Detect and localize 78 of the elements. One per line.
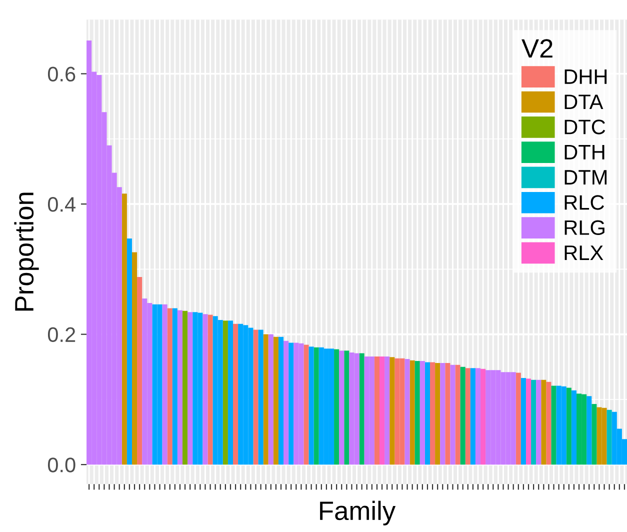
- y-tick-label: 0.0: [48, 458, 76, 472]
- bar: [430, 362, 436, 465]
- bar: [177, 310, 182, 465]
- bar: [465, 368, 470, 465]
- bar: [379, 356, 385, 465]
- bar: [450, 364, 456, 465]
- legend-label: DTC: [564, 120, 606, 134]
- bar: [531, 380, 536, 465]
- y-tick-label: 0.4: [48, 197, 76, 212]
- y-tick-label: 0.6: [48, 66, 76, 82]
- bar: [592, 404, 597, 465]
- bar: [520, 378, 526, 465]
- bar: [339, 350, 344, 465]
- bar: [284, 340, 289, 465]
- bar: [162, 304, 168, 465]
- bar: [268, 334, 274, 465]
- y-axis-title: Proportion: [14, 192, 39, 311]
- bar: [424, 362, 430, 465]
- bar: [414, 361, 420, 465]
- bar: [374, 356, 380, 465]
- x-axis-title: Family: [320, 500, 396, 526]
- legend-label: DHH: [564, 70, 607, 84]
- bar: [420, 361, 425, 465]
- bar: [344, 350, 350, 465]
- bar: [541, 380, 546, 465]
- bar: [137, 276, 142, 465]
- bar: [445, 362, 450, 465]
- bar: [390, 357, 395, 465]
- bar: [516, 372, 521, 465]
- bar: [440, 362, 446, 465]
- bar: [455, 364, 460, 465]
- bar: [314, 347, 319, 465]
- bar: [233, 324, 238, 465]
- legend-label: DTH: [564, 145, 604, 160]
- bar: [167, 308, 172, 465]
- bar: [475, 368, 481, 465]
- bar: [172, 308, 178, 465]
- bar: [404, 359, 410, 465]
- legend-title: V2: [522, 39, 552, 58]
- bar: [470, 368, 476, 465]
- bar: [263, 334, 268, 465]
- bar: [566, 388, 572, 465]
- bar: [480, 368, 486, 465]
- legend-label: DTM: [564, 170, 607, 184]
- bar: [132, 252, 138, 465]
- bar: [526, 378, 532, 465]
- bar: [546, 382, 552, 465]
- bar: [126, 238, 132, 465]
- bar: [359, 353, 364, 465]
- bar: [606, 410, 612, 465]
- y-tick-label: 0.2: [48, 327, 76, 342]
- bar: [308, 346, 314, 465]
- bar: [182, 310, 188, 465]
- bar: [222, 320, 228, 465]
- bar: [273, 336, 278, 465]
- bar: [122, 194, 127, 465]
- bar: [253, 330, 258, 465]
- bar: [228, 320, 234, 465]
- bar: [208, 314, 213, 465]
- bar: [460, 366, 466, 465]
- legend-label: DTA: [564, 94, 604, 110]
- bar: [551, 386, 556, 465]
- bar: [410, 360, 415, 465]
- bar: [258, 330, 264, 465]
- legend-label: RLC: [564, 195, 604, 210]
- bar: [384, 356, 390, 465]
- bar: [202, 314, 208, 465]
- legend-label: RLX: [564, 246, 604, 260]
- bar: [586, 396, 592, 465]
- bar: [334, 349, 340, 465]
- bar: [435, 362, 440, 465]
- bar: [188, 312, 193, 465]
- bar: [536, 380, 542, 465]
- bar: [288, 342, 294, 465]
- bar: [304, 344, 309, 465]
- legend-label: RLG: [564, 220, 604, 236]
- bar: [278, 336, 284, 465]
- bar: [571, 390, 576, 465]
